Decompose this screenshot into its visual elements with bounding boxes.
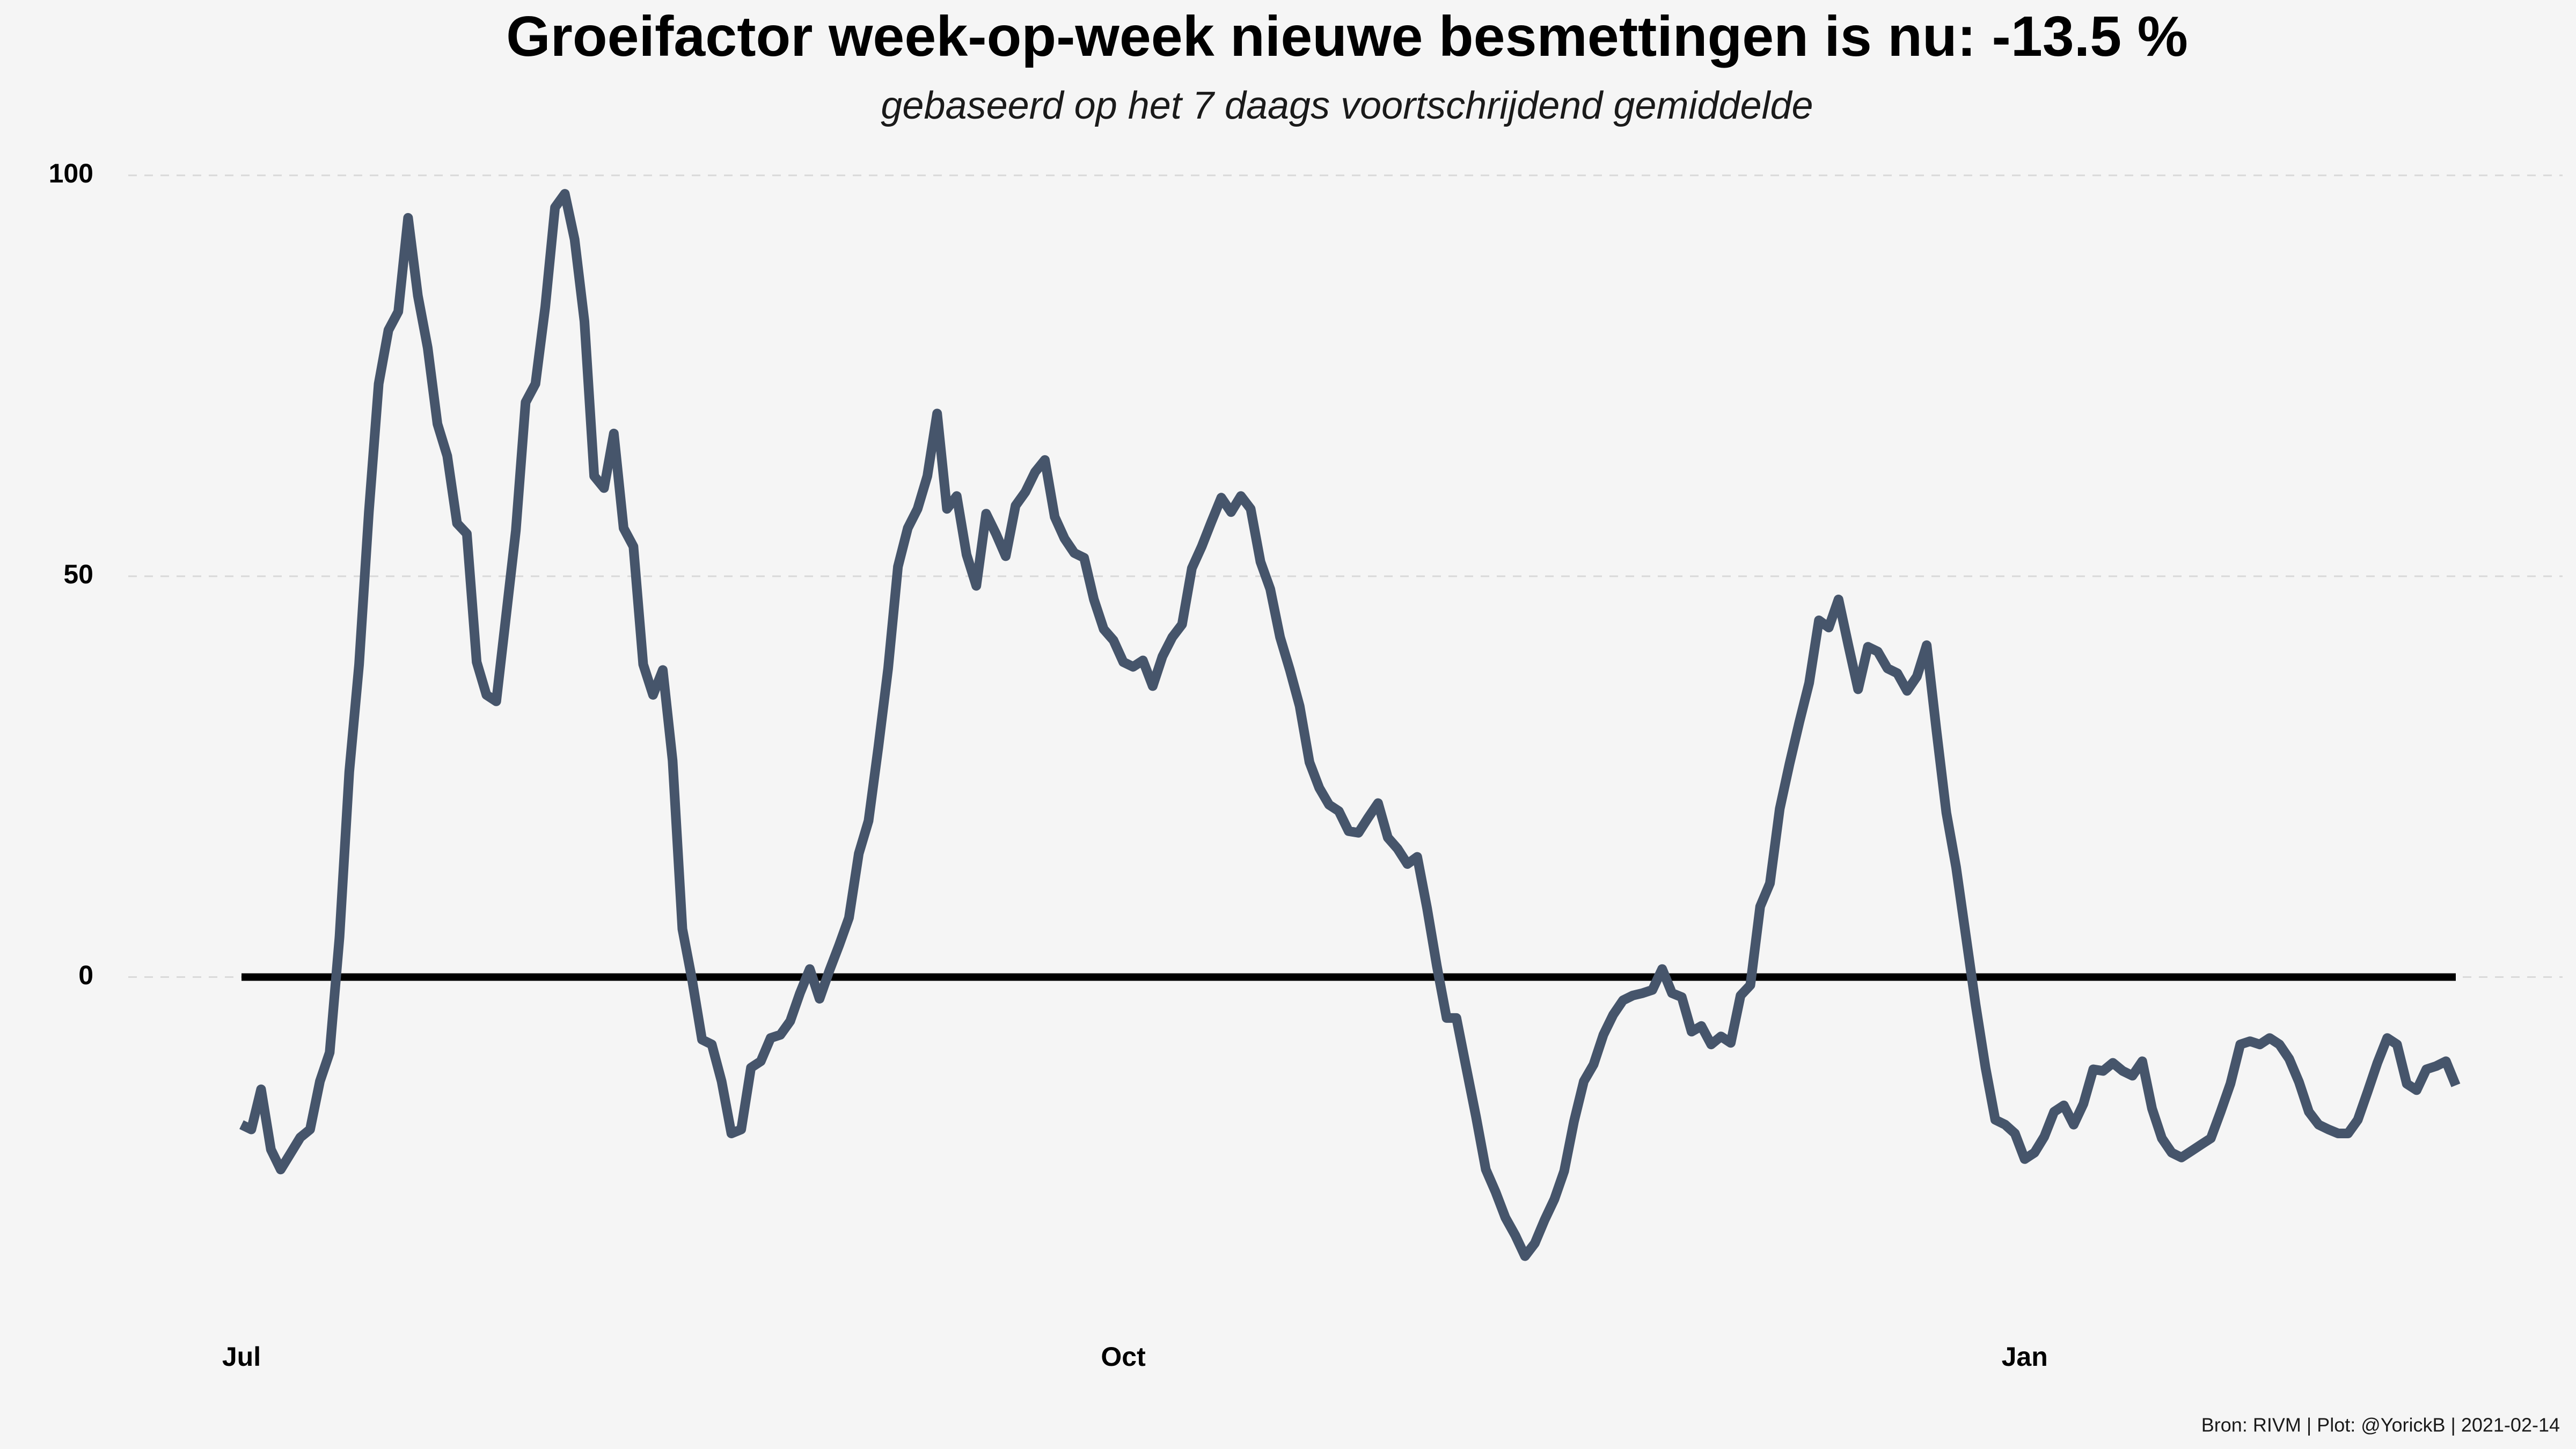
y-tick-label: 100 — [49, 158, 93, 188]
chart-subtitle: gebaseerd op het 7 daags voortschrijdend… — [881, 84, 1813, 127]
x-tick-label: Jul — [222, 1342, 261, 1372]
y-tick-label: 0 — [78, 960, 93, 990]
y-tick-label: 50 — [63, 559, 93, 589]
x-tick-label: Oct — [1101, 1342, 1146, 1372]
line — [239, 189, 2461, 1261]
caption: Bron: RIVM | Plot: @YorickB | 2021-02-14 — [2201, 1414, 2560, 1436]
chart-title: Groeifactor week-op-week nieuwe besmetti… — [506, 5, 2188, 68]
x-tick-label: Jan — [2002, 1342, 2048, 1372]
